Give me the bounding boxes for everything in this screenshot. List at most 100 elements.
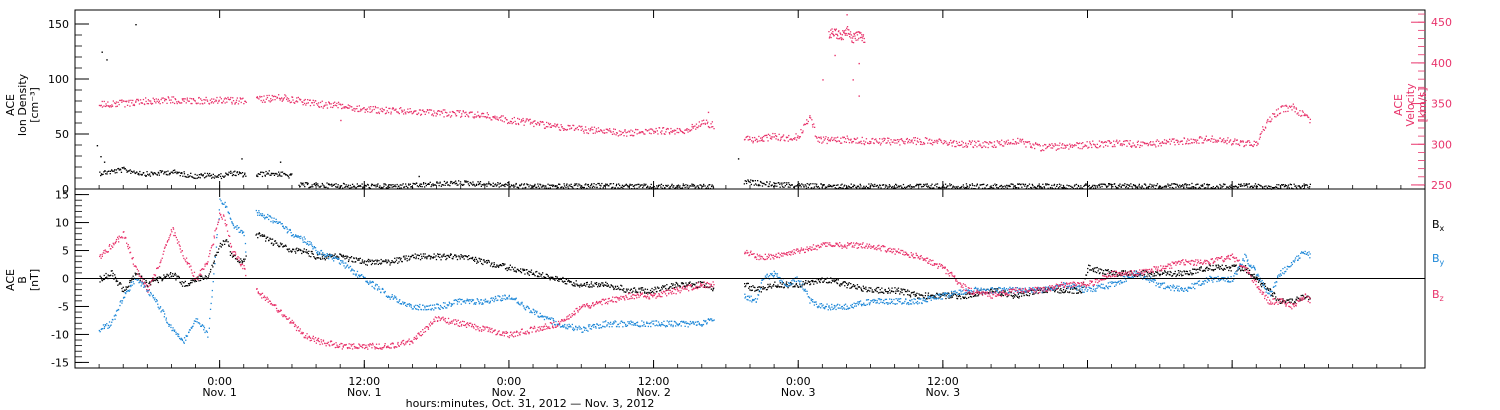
bx-point [935, 297, 937, 299]
velocity-point [1265, 127, 1267, 129]
bx-point [115, 279, 118, 281]
bx-point [641, 287, 644, 289]
bx-point [207, 277, 209, 279]
bx-point [417, 257, 420, 260]
density-point [1191, 186, 1193, 188]
velocity-point [392, 107, 395, 110]
velocity-point [436, 113, 438, 115]
density-point [256, 174, 258, 176]
by-point [109, 325, 111, 327]
density-point [1002, 185, 1004, 188]
density-point [808, 183, 810, 185]
bx-point [1072, 288, 1074, 290]
bx-point [597, 286, 599, 288]
density-point [1105, 185, 1108, 187]
density-point [547, 187, 550, 189]
velocity-point [1172, 138, 1174, 141]
density-point [973, 185, 976, 187]
velocity-point [390, 113, 392, 115]
bx-point [713, 287, 715, 289]
velocity-point [795, 139, 798, 141]
velocity-point [427, 109, 429, 112]
velocity-point [343, 106, 345, 108]
velocity-point [692, 127, 694, 129]
density-point [130, 170, 133, 172]
velocity-point [656, 130, 658, 132]
velocity-point [263, 95, 265, 97]
velocity-point [313, 104, 315, 106]
bx-point [1092, 268, 1094, 270]
bx-point [941, 293, 943, 296]
velocity-point [1261, 131, 1263, 133]
bx-point [1130, 270, 1132, 273]
density-point [383, 185, 385, 187]
velocity-point [806, 119, 808, 121]
density-point [100, 173, 103, 175]
bx-point [220, 246, 222, 248]
bx-point [394, 257, 396, 259]
bx-point [301, 252, 303, 255]
density-point [703, 183, 705, 186]
density-point [697, 187, 700, 189]
bx-point [147, 286, 149, 288]
velocity-point [1247, 140, 1249, 142]
velocity-point [464, 115, 466, 117]
density-point [373, 184, 375, 186]
bx-point [303, 248, 305, 250]
bx-point [268, 239, 270, 241]
density-point [800, 186, 802, 188]
density-point [105, 173, 107, 175]
velocity-point [1077, 143, 1080, 145]
density-point [1237, 187, 1239, 189]
bx-point [405, 255, 407, 257]
by-point [175, 331, 177, 333]
density-point [1127, 184, 1129, 186]
velocity-point [345, 106, 348, 108]
by-point [231, 222, 233, 224]
bx-point [879, 289, 881, 291]
density-point [1079, 187, 1081, 189]
velocity-point [1072, 145, 1074, 147]
by-point [119, 301, 121, 303]
velocity-point [258, 98, 260, 100]
bx-point [201, 275, 203, 277]
velocity-point [948, 141, 951, 144]
density-point [745, 182, 748, 185]
density-point [1298, 185, 1300, 187]
bx-point [329, 253, 331, 255]
bx-point [178, 276, 180, 279]
velocity-point [547, 126, 549, 128]
bx-point [804, 282, 806, 284]
bx-point [477, 261, 479, 263]
density-point [767, 185, 769, 188]
density-point [134, 172, 136, 174]
density-point [786, 183, 788, 186]
velocity-point [1130, 145, 1132, 147]
density-point [320, 185, 322, 187]
velocity-point [306, 102, 308, 104]
velocity-point [210, 102, 212, 104]
velocity-point [339, 103, 342, 105]
bx-point [1286, 299, 1288, 301]
bx-point [1102, 273, 1104, 275]
by-point [220, 200, 222, 202]
velocity-point [172, 101, 174, 104]
bx-point [546, 273, 548, 276]
density-point [695, 186, 697, 188]
bx-point [781, 286, 783, 288]
velocity-point [985, 146, 987, 148]
density-point [245, 175, 247, 177]
velocity-point [1075, 144, 1077, 147]
bx-segment [99, 239, 247, 293]
bx-point [1010, 292, 1012, 294]
density-point [1169, 186, 1171, 189]
density-point [436, 182, 438, 184]
velocity-point [981, 146, 983, 149]
bx-point [272, 244, 274, 246]
bx-point [894, 287, 896, 289]
velocity-point [351, 109, 353, 111]
density-point [488, 181, 490, 183]
density-point [1099, 183, 1101, 185]
density-point [709, 184, 711, 186]
velocity-point [643, 133, 645, 135]
